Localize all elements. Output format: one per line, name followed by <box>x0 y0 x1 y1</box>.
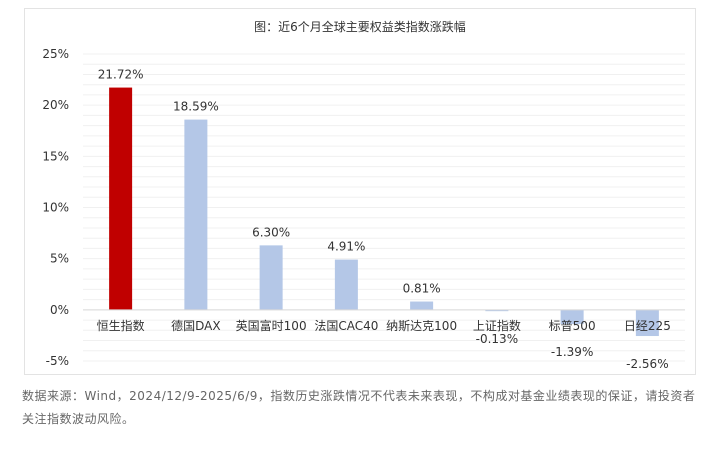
y-tick-label: -5% <box>46 354 69 368</box>
category-label: 德国DAX <box>171 318 220 333</box>
bar <box>485 309 509 312</box>
chart-card: 图：近6个月全球主要权益类指数涨跌幅 25% 20% 15% 10% 5% 0% -5% 恒生… <box>24 8 696 375</box>
data-label: 21.72% <box>98 68 144 82</box>
chart-title: 图：近6个月全球主要权益类指数涨跌幅 <box>254 20 466 34</box>
bar <box>109 87 133 310</box>
category-label: 纳斯达克100 <box>386 319 457 333</box>
data-label: 0.81% <box>403 282 441 296</box>
data-label: 4.91% <box>327 240 365 254</box>
bar-chart: 25% 20% 15% 10% 5% 0% -5% 恒生指数 德国DAX 英国富时100 法国CAC… <box>42 47 685 371</box>
y-tick-label: 25% <box>42 47 69 61</box>
data-label: 6.30% <box>252 225 290 239</box>
data-label: -2.56% <box>626 357 668 371</box>
bar <box>334 259 358 310</box>
bar <box>410 301 434 310</box>
category-label: 标普500 <box>549 319 596 333</box>
category-label: 日经225 <box>624 319 671 333</box>
category-label: 恒生指数 <box>97 318 145 333</box>
y-tick-label: 5% <box>50 252 69 266</box>
bar <box>259 245 283 310</box>
y-tick-label: 10% <box>42 201 69 215</box>
y-tick-label: 20% <box>42 98 69 112</box>
category-label: 法国CAC40 <box>314 319 378 333</box>
data-label: 18.59% <box>173 100 219 114</box>
category-label: 上证指数 <box>473 318 521 333</box>
data-label: -1.39% <box>551 345 593 359</box>
y-tick-label: 15% <box>42 149 69 163</box>
data-label: -0.13% <box>476 332 518 346</box>
y-tick-label: 0% <box>50 303 69 317</box>
category-label: 英国富时100 <box>236 318 307 333</box>
bar <box>184 119 208 310</box>
bar <box>635 309 659 337</box>
bar <box>560 309 584 325</box>
source-note: 数据来源：Wind，2024/12/9-2025/6/9，指数历史涨跌情况不代表… <box>22 389 696 426</box>
